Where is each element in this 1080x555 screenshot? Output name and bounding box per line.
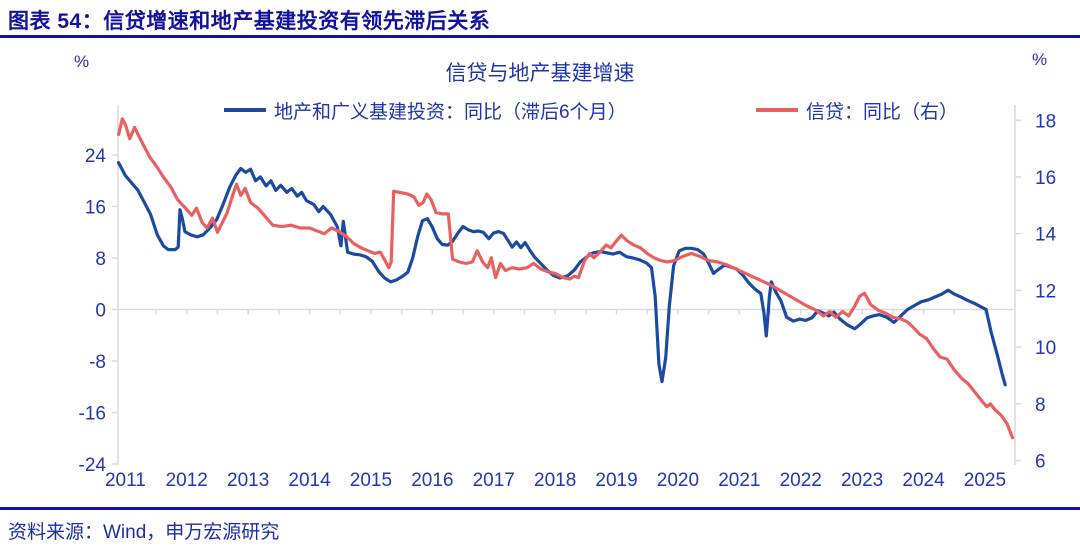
svg-text:2016: 2016 [411, 470, 453, 491]
svg-text:0: 0 [95, 300, 106, 321]
svg-text:2018: 2018 [534, 470, 576, 491]
right-axis-unit: % [1032, 50, 1048, 69]
legend-label-credit: 信贷：同比（右） [806, 101, 959, 123]
svg-text:2025: 2025 [964, 470, 1006, 491]
svg-text:18: 18 [1035, 111, 1056, 132]
left-axis-labels: 24 16 8 0 -8 -16 -24 [79, 146, 118, 476]
right-axis-labels: 18 16 14 12 10 8 6 [1015, 111, 1057, 472]
svg-text:10: 10 [1035, 338, 1056, 359]
svg-text:-24: -24 [79, 455, 107, 476]
svg-text:2022: 2022 [780, 470, 822, 491]
svg-text:-8: -8 [89, 352, 106, 373]
svg-text:2017: 2017 [473, 470, 515, 491]
legend-item-credit: 信贷：同比（右） [756, 99, 959, 123]
axis-grid [117, 105, 1016, 465]
svg-text:2023: 2023 [841, 470, 883, 491]
legend-item-investment: 地产和广义基建投资：同比（滞后6个月） [224, 99, 627, 123]
series-line-left [116, 161, 1007, 387]
caption-divider [0, 35, 1080, 38]
svg-text:2015: 2015 [350, 470, 392, 491]
svg-text:8: 8 [95, 249, 106, 270]
legend-line-blue-icon [224, 108, 266, 112]
figure-caption: 图表 54：信贷增速和地产基建投资有领先滞后关系 [8, 10, 491, 33]
svg-text:2011: 2011 [105, 470, 146, 491]
svg-text:2014: 2014 [288, 470, 331, 491]
svg-text:12: 12 [1035, 281, 1056, 302]
footer-divider [0, 507, 1080, 510]
source-note: 资料来源：Wind，申万宏源研究 [8, 522, 280, 543]
legend-label-investment: 地产和广义基建投资：同比（滞后6个月） [274, 101, 627, 123]
svg-text:14: 14 [1035, 225, 1057, 246]
series-line-right [116, 117, 1015, 440]
series-lines [116, 117, 1015, 440]
legend-line-red-icon [756, 108, 798, 112]
svg-text:2021: 2021 [718, 470, 760, 491]
svg-text:24: 24 [85, 146, 107, 167]
svg-text:2019: 2019 [595, 470, 637, 491]
svg-text:2024: 2024 [902, 470, 945, 491]
left-axis-unit: % [74, 52, 90, 71]
svg-text:16: 16 [85, 198, 106, 219]
svg-text:2020: 2020 [657, 470, 699, 491]
svg-text:8: 8 [1035, 395, 1046, 416]
svg-text:16: 16 [1035, 168, 1056, 189]
svg-text:6: 6 [1035, 451, 1046, 472]
chart-title: 信贷与地产基建增速 [445, 62, 635, 85]
svg-text:2013: 2013 [227, 470, 269, 491]
svg-text:-16: -16 [79, 403, 106, 424]
x-axis-labels: 2011 2012 2013 2014 2015 2016 2017 2018 2019 2020… [105, 470, 1006, 491]
svg-text:2012: 2012 [166, 470, 208, 491]
